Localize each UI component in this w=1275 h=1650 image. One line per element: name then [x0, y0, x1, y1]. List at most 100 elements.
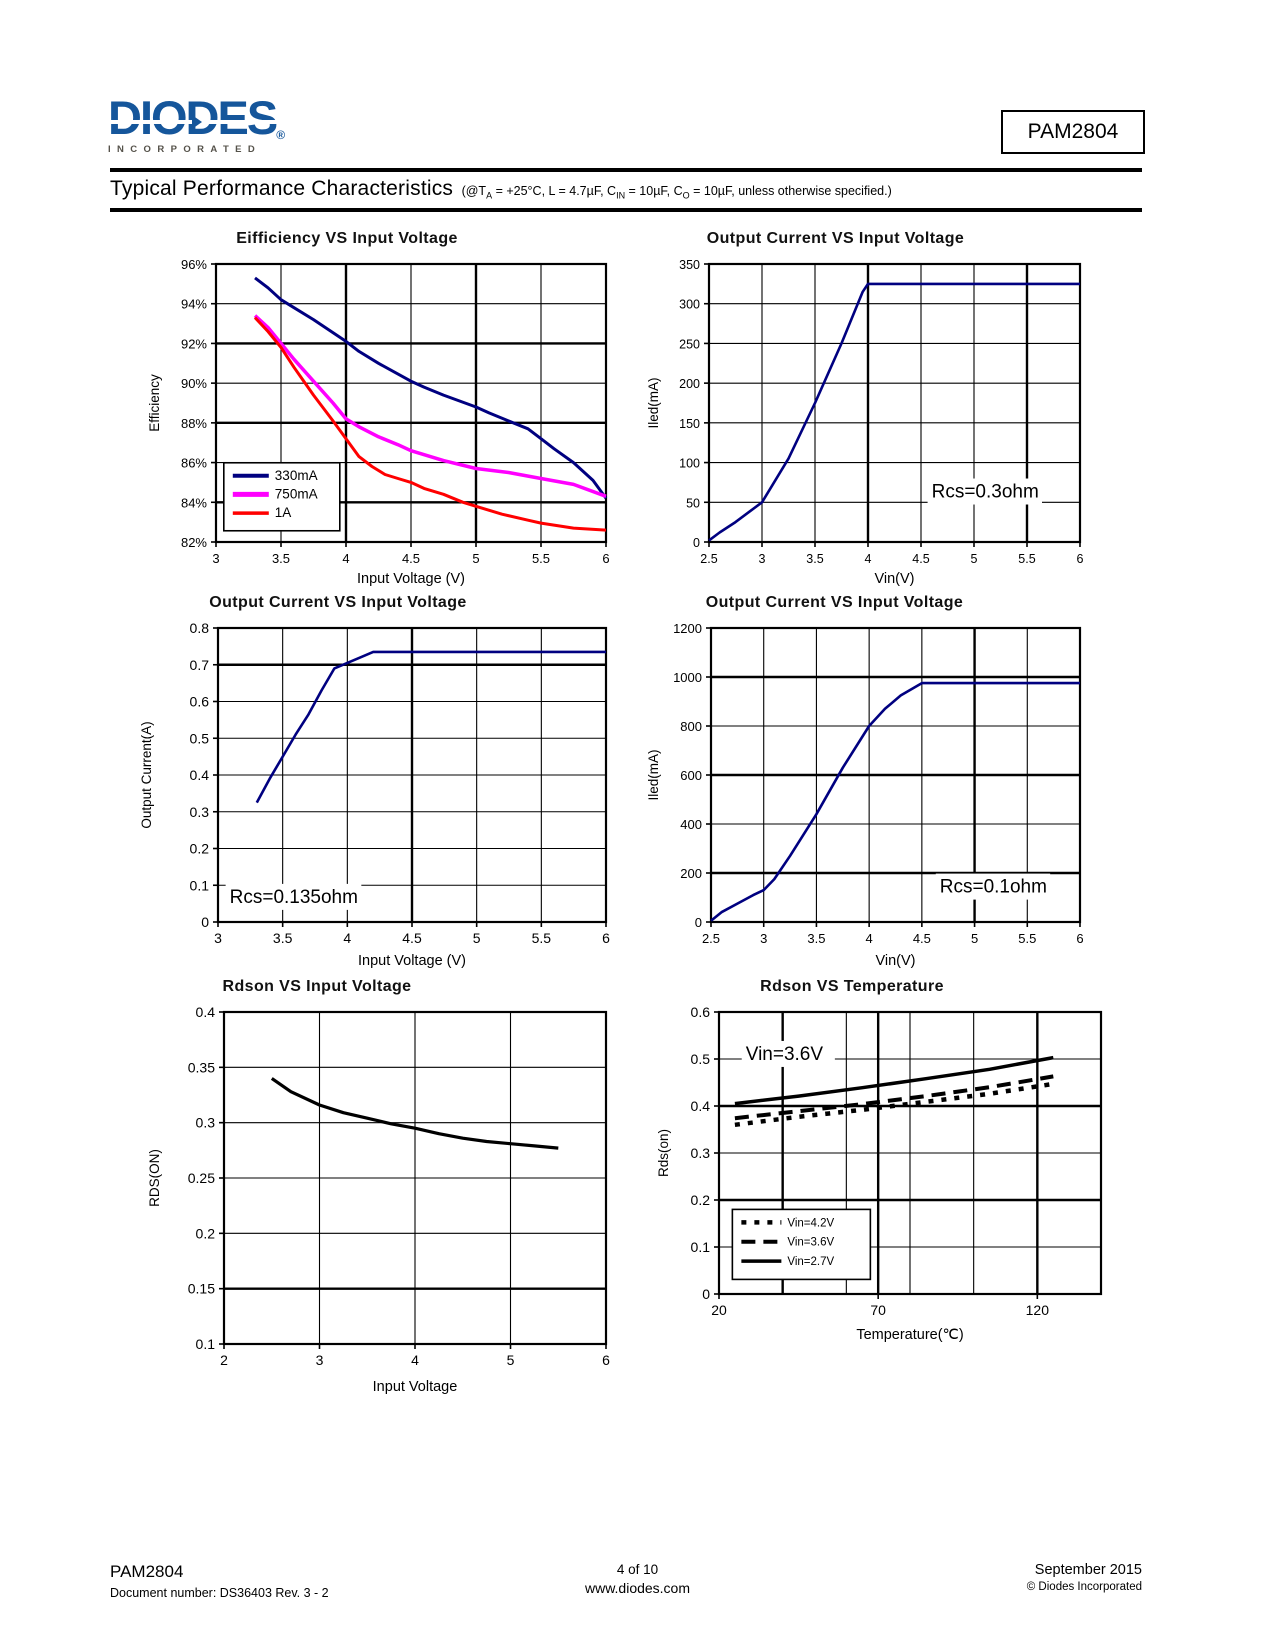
annotation-label: Vin=3.6V	[746, 1044, 824, 1065]
x-tick-label: 5.5	[532, 930, 552, 946]
chart-output-current-rcs-0p3ohm: Output Current VS Input Voltage 2.5 3 3.5 4…	[645, 230, 1090, 593]
annotation-bg	[935, 873, 1051, 900]
y-tick-label: 0.2	[691, 1192, 711, 1208]
y-tick-label: 200	[679, 377, 700, 391]
legend-label: Vin=4.2V	[787, 1217, 834, 1229]
x-axis-label: Temperature(℃)	[856, 1327, 963, 1343]
part-number: PAM2804	[1027, 120, 1119, 143]
series-Vin=4.2V	[734, 1081, 1054, 1128]
chart-svg: 3 3.5 4 4.5 5 5.5 6 82% 84% 86% 88% 90% 92% 94% 96% 330…	[147, 257, 610, 587]
footer-website-link[interactable]: www.diodes.com	[584, 1580, 691, 1596]
y-tick-label: 0.6	[691, 1004, 711, 1020]
series-Iled	[708, 282, 1080, 542]
y-tick-label: 0.4	[190, 767, 210, 783]
y-tick-label: 0.4	[691, 1098, 711, 1114]
footer-center: 4 of 10 www.diodes.com	[0, 1562, 1275, 1596]
x-tick-label: 5	[472, 551, 479, 566]
y-tick-label: 94%	[181, 297, 207, 312]
chart-title: Rdson VS Temperature	[760, 978, 944, 995]
x-tick-label: 4.5	[402, 551, 420, 566]
chart-canvas-rdson-temp: 20 70 120 0 0.1 0.2 0.3 0.4 0.5 0.6 Vin=3.6V Vin=4.…	[655, 1004, 1113, 1349]
annotation-bg	[741, 1040, 835, 1067]
footer-date: September 2015	[1034, 1562, 1142, 1578]
y-axis-label: Iled(mA)	[646, 377, 661, 428]
logo-diode-arrow-icon	[192, 115, 202, 129]
footer-document-number: Document number: DS36403 Rev. 3 - 2	[110, 1586, 329, 1600]
y-tick-label: 0	[695, 915, 702, 930]
y-tick-label: 800	[680, 719, 702, 734]
y-tick-label: 82%	[181, 535, 207, 550]
y-tick-label: 0	[201, 914, 209, 930]
x-tick-label: 6	[602, 1352, 610, 1368]
chart-title: Output Current VS Input Voltage	[209, 594, 467, 611]
y-tick-label: 1200	[673, 621, 702, 636]
part-number-box: PAM2804	[1001, 110, 1145, 154]
chart-svg: 2.5 3 3.5 4 4.5 5 5.5 6 0 50 100 150 200 250 300 350 Rcs…	[646, 258, 1084, 587]
x-tick-label: 2.5	[700, 552, 717, 566]
y-tick-label: 92%	[181, 336, 207, 351]
x-tick-label: 4.5	[402, 930, 422, 946]
x-tick-label: 5	[971, 931, 978, 946]
y-tick-label: 0.3	[190, 804, 210, 820]
y-tick-label: 0	[693, 536, 700, 550]
series-750mA	[253, 314, 607, 498]
x-tick-label: 4	[343, 930, 351, 946]
y-tick-label: 350	[679, 258, 700, 272]
y-tick-label: 0.2	[196, 1225, 216, 1241]
y-tick-label: 0.1	[196, 1336, 216, 1352]
x-tick-label: 120	[1026, 1302, 1050, 1318]
x-tick-label: 3	[214, 930, 222, 946]
y-tick-label: 0.1	[190, 877, 210, 893]
series-Rdson	[270, 1077, 559, 1150]
chart-canvas-iled-0p3: 2.5 3 3.5 4 4.5 5 5.5 6 0 50 100 150 200 250 300 350 Rcs…	[645, 256, 1090, 593]
chart-svg: 2.5 3 3.5 4 4.5 5 5.5 6 0 200 400 600 800 1000 1200 Rcs…	[646, 621, 1084, 969]
diodes-logo-wordmark: DIODES®	[108, 94, 285, 141]
x-tick-label: 3.5	[807, 931, 825, 946]
y-tick-label: 1000	[673, 670, 702, 685]
y-tick-label: 0.5	[691, 1051, 711, 1067]
y-tick-label: 0.3	[196, 1115, 216, 1131]
x-tick-label: 6	[602, 930, 610, 946]
legend-label: 750mA	[275, 486, 318, 501]
diodes-logo: DIODES® INCORPORATED	[108, 94, 368, 155]
chart-rdson-vs-temperature: Rdson VS Temperature 20 70 120 0 0.1 0.2 0.3 0.…	[655, 978, 1113, 1349]
series-Iled	[710, 681, 1080, 922]
x-tick-label: 5	[507, 1352, 515, 1368]
chart-title: Eifficiency VS Input Voltage	[236, 230, 458, 247]
legend-label: Vin=2.7V	[787, 1256, 834, 1268]
chart-rdson-vs-input-voltage: Rdson VS Input Voltage 2 3 4 5 6 0.1 0.15 0.2 0.…	[146, 978, 618, 1401]
chart-canvas-iled-0p1: 2.5 3 3.5 4 4.5 5 5.5 6 0 200 400 600 800 1000 1200 Rcs…	[645, 620, 1090, 975]
y-tick-label: 86%	[181, 456, 207, 471]
footer-part-number: PAM2804	[110, 1562, 184, 1581]
y-tick-label: 88%	[181, 416, 207, 431]
x-tick-label: 3	[212, 551, 219, 566]
y-tick-label: 0.7	[190, 657, 210, 673]
plot-border	[707, 262, 1082, 544]
y-tick-label: 0.35	[188, 1059, 215, 1075]
y-tick-label: 0.8	[190, 620, 210, 636]
footer-left: PAM2804 Document number: DS36403 Rev. 3 …	[110, 1562, 329, 1600]
chart-canvas-efficiency: 3 3.5 4 4.5 5 5.5 6 82% 84% 86% 88% 90% 92% 94% 96% 330…	[146, 256, 618, 593]
legend-label: 330mA	[275, 468, 318, 483]
x-tick-label: 5.5	[1018, 552, 1035, 566]
x-tick-label: 5	[473, 930, 481, 946]
section-title: Typical Performance Characteristics	[110, 177, 454, 200]
y-tick-label: 100	[679, 457, 700, 471]
y-axis-label: Iled(mA)	[646, 749, 661, 800]
y-tick-label: 0.4	[196, 1004, 216, 1020]
x-axis-label: Input Voltage (V)	[357, 571, 465, 587]
chart-svg: 20 70 120 0 0.1 0.2 0.3 0.4 0.5 0.6 Vin=3.6V Vin=4.…	[656, 1004, 1103, 1343]
y-tick-label: 300	[679, 298, 700, 312]
x-tick-label: 5.5	[532, 551, 550, 566]
x-tick-label: 5	[971, 552, 978, 566]
chart-title: Output Current VS Input Voltage	[706, 230, 965, 247]
legend-label: Vin=3.6V	[787, 1237, 834, 1249]
x-tick-label: 2	[220, 1352, 228, 1368]
y-tick-label: 96%	[181, 257, 207, 272]
series-330mA	[254, 276, 608, 500]
y-tick-label: 600	[680, 768, 702, 783]
x-tick-label: 3	[760, 931, 767, 946]
x-tick-label: 3	[316, 1352, 324, 1368]
x-axis-label: Input Voltage (V)	[358, 953, 466, 969]
chart-svg: 3 3.5 4 4.5 5 5.5 6 0 0.1 0.2 0.3 0.4 0.5 0.6 0.7 0.8 Rc…	[139, 620, 610, 969]
